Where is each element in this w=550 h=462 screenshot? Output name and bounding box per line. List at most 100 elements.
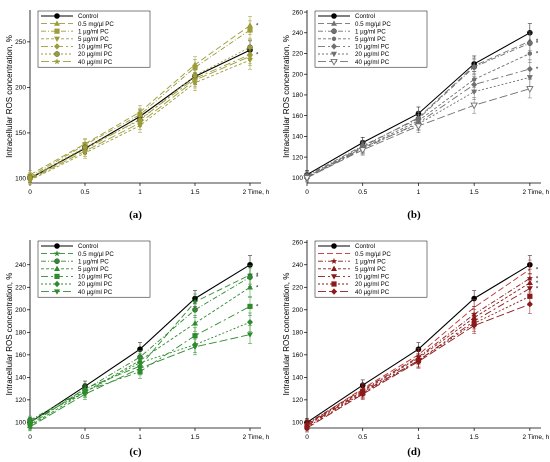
- data-point: [247, 261, 253, 268]
- y-tick-label: 160: [15, 352, 26, 359]
- y-tick-label: 160: [292, 113, 303, 120]
- y-axis-title: Intracellular ROS concentration, %: [5, 273, 14, 396]
- series-line: [306, 277, 531, 424]
- y-tick-label: 220: [15, 284, 26, 291]
- y-tick-label: 260: [292, 9, 303, 16]
- significance-marker: *: [536, 281, 539, 287]
- legend-marker: [54, 13, 60, 19]
- legend-marker: [54, 51, 60, 57]
- data-point: [192, 64, 198, 70]
- legend-label: 5 µg/ml PC: [78, 266, 109, 273]
- y-tick-label: 180: [292, 92, 303, 99]
- data-point: [527, 51, 533, 56]
- legend-marker: [53, 58, 61, 65]
- data-point: [359, 391, 366, 398]
- legend-label: 1 µg/ml PC: [355, 28, 386, 35]
- series-line: [29, 29, 251, 177]
- y-tick-label: 100: [292, 175, 303, 182]
- legend-label: 5 µg/ml PC: [78, 36, 109, 43]
- y-tick-label: 150: [15, 130, 26, 137]
- significance-marker: *: [256, 273, 259, 279]
- y-tick-label: 240: [292, 30, 303, 37]
- significance-marker: *: [536, 39, 539, 45]
- legend-label: Control: [78, 243, 98, 250]
- data-point: [247, 284, 253, 290]
- y-tick-label: 200: [292, 307, 303, 314]
- x-tick-label: 1.5: [470, 434, 479, 441]
- x-tick-label: 1: [138, 189, 142, 196]
- x-axis-label: 2 Time, h: [243, 434, 270, 441]
- data-point: [470, 102, 478, 110]
- x-tick-label: 0.5: [358, 434, 367, 441]
- data-point: [191, 76, 199, 83]
- data-point: [192, 333, 198, 339]
- legend-label: 5 µg/ml PC: [355, 266, 386, 273]
- series-line: [29, 274, 251, 425]
- data-point: [192, 344, 198, 351]
- data-point: [526, 300, 533, 308]
- data-point: [471, 295, 477, 302]
- legend-label: 20 µg/ml PC: [78, 51, 113, 58]
- legend-marker: [331, 28, 337, 35]
- legend-label: 10 µg/ml PC: [78, 44, 113, 51]
- data-point: [414, 123, 423, 131]
- x-tick-label: 1: [138, 434, 142, 441]
- x-axis-label: 2 Time, h: [522, 434, 549, 441]
- legend-label: 10 µg/ml PC: [78, 274, 113, 281]
- chart-panel-1: 100 150 200 250 0 0.5 1 1.5 2 Time, h Intracellul…: [5, 10, 270, 221]
- legend-label: 20 µg/ml PC: [78, 281, 113, 288]
- chart-panel-4: 100 120 140 160 180 200 220 240 260 0 0.5 1 1.5 2 Tim…: [282, 239, 550, 458]
- legend-label: 10 µg/ml PC: [355, 44, 390, 51]
- legend-marker: [54, 265, 60, 271]
- x-tick-label: 0: [28, 189, 32, 196]
- series-line: [306, 88, 531, 179]
- y-tick-label: 250: [15, 39, 26, 46]
- legend-marker: [331, 36, 337, 41]
- panel-label: (b): [407, 209, 421, 221]
- legend-marker: [54, 273, 60, 279]
- legend-label: 20 µg/ml PC: [355, 51, 390, 58]
- series-7: [304, 294, 533, 433]
- legend-label: Control: [355, 13, 375, 20]
- y-axis-title: Intracellular ROS concentration, %: [5, 35, 14, 158]
- x-tick-label: 1.5: [470, 189, 479, 196]
- y-tick-label: 140: [292, 375, 303, 382]
- data-point: [82, 392, 88, 398]
- legend-marker: [54, 258, 60, 265]
- series-line: [306, 42, 531, 177]
- legend-marker: [54, 43, 60, 50]
- y-tick-label: 160: [292, 352, 303, 359]
- x-tick-label: 1.5: [190, 434, 199, 441]
- chart-panel-2: 100 120 140 160 180 200 220 240 260 0 0.5 1 1.5 2 Tim…: [282, 9, 550, 221]
- legend-label: 10 µg/ml PC: [355, 274, 390, 281]
- legend-marker: [331, 13, 337, 19]
- legend-label: 0.5 mg/µl PC: [78, 21, 114, 28]
- y-axis-title: Intracellular ROS concentration, %: [282, 273, 291, 396]
- y-tick-label: 140: [292, 134, 303, 141]
- legend-label: 1 µg/ml PC: [355, 258, 386, 265]
- significance-marker: *: [536, 41, 539, 47]
- data-point: [415, 358, 422, 365]
- legend-marker: [330, 58, 338, 66]
- significance-marker: *: [536, 267, 539, 273]
- significance-marker: *: [256, 285, 259, 291]
- y-tick-label: 140: [15, 375, 26, 382]
- x-tick-label: 0.5: [358, 189, 367, 196]
- x-tick-label: 0: [28, 434, 32, 441]
- data-point: [192, 306, 198, 313]
- y-tick-label: 100: [292, 420, 303, 427]
- panel-label: (d): [407, 446, 421, 458]
- y-axis-title: Intracellular ROS concentration, %: [282, 35, 291, 158]
- series-7: [303, 79, 534, 183]
- panel-label: (a): [129, 209, 142, 221]
- y-tick-label: 200: [292, 71, 303, 78]
- legend-marker: [54, 243, 60, 249]
- data-point: [471, 322, 478, 329]
- legend-label: 5 µg/ml PC: [355, 36, 386, 43]
- x-tick-label: 0.5: [80, 189, 89, 196]
- legend-marker: [331, 274, 337, 280]
- legend-marker: [331, 43, 337, 50]
